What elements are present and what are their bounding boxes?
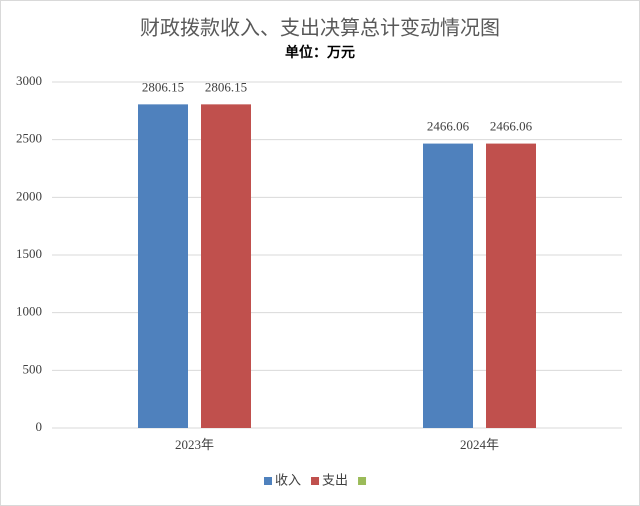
data-label: 2806.15 [142, 79, 184, 94]
data-label: 2466.06 [427, 119, 470, 134]
legend-swatch [358, 477, 367, 485]
x-tick-label: 2023年 [175, 437, 214, 452]
chart-title: 财政拨款收入、支出决算总计变动情况图 [140, 17, 500, 40]
bar [423, 143, 473, 428]
bar [201, 104, 251, 429]
y-tick-label: 0 [36, 419, 43, 434]
legend-label: 收入 [275, 474, 301, 489]
legend-swatch [311, 477, 320, 485]
bar [138, 104, 188, 429]
data-label: 2806.15 [205, 79, 247, 94]
legend-label: 支出 [322, 474, 348, 489]
bar [486, 143, 536, 428]
chart-subtitle: 单位：万元 [285, 44, 355, 61]
y-tick-label: 500 [23, 361, 43, 376]
data-label: 2466.06 [490, 119, 533, 134]
legend-swatch [264, 477, 272, 485]
y-tick-label: 1500 [16, 246, 42, 261]
y-tick-label: 2500 [16, 131, 42, 146]
x-tick-label: 2024年 [460, 437, 499, 452]
y-tick-label: 2000 [16, 188, 42, 203]
y-tick-label: 3000 [16, 73, 42, 88]
y-tick-label: 1000 [16, 304, 42, 319]
